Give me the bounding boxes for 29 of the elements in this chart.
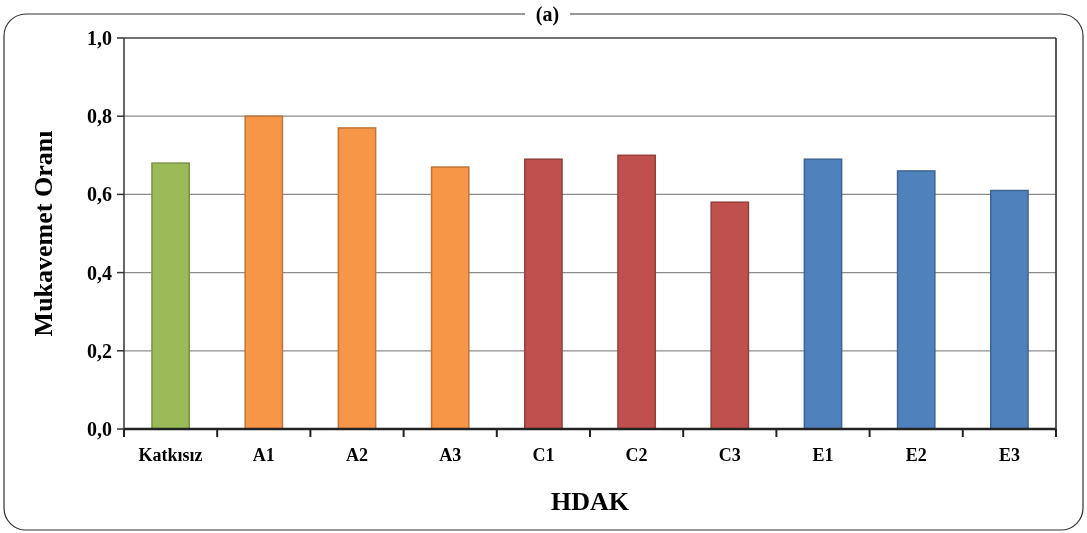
x-tick-label: C1 (532, 445, 555, 465)
y-tick-label: 0,0 (87, 418, 112, 440)
y-axis-title: Mukavemet Oranı (29, 130, 58, 337)
x-tick-label: A3 (439, 445, 462, 465)
bar (617, 154, 656, 430)
y-tick-label: 0,6 (87, 183, 112, 206)
x-tick-label: Katkısız (138, 445, 203, 465)
x-tick-label: C3 (718, 445, 741, 465)
x-tick-label: C2 (625, 445, 648, 465)
bar (990, 189, 1029, 430)
y-tick-label: 0,4 (87, 261, 112, 284)
bar (896, 170, 936, 430)
bar (524, 158, 563, 430)
y-tick-label: 0,2 (87, 339, 112, 362)
bar (337, 127, 377, 430)
bar (244, 115, 284, 430)
x-tick-label: A1 (252, 445, 275, 465)
x-axis-title: HDAK (551, 487, 630, 516)
y-tick-label: 0,8 (87, 105, 112, 128)
x-tick-label: A2 (346, 445, 368, 465)
bar (710, 201, 750, 430)
chart-title: (a) (535, 3, 560, 26)
bar (430, 166, 470, 430)
bar (151, 162, 190, 430)
x-tick-label: E2 (905, 445, 927, 465)
x-tick-label: E1 (812, 445, 834, 465)
bar (803, 158, 843, 430)
y-tick-label: 1,0 (87, 27, 112, 49)
x-tick-label: E3 (998, 445, 1020, 465)
